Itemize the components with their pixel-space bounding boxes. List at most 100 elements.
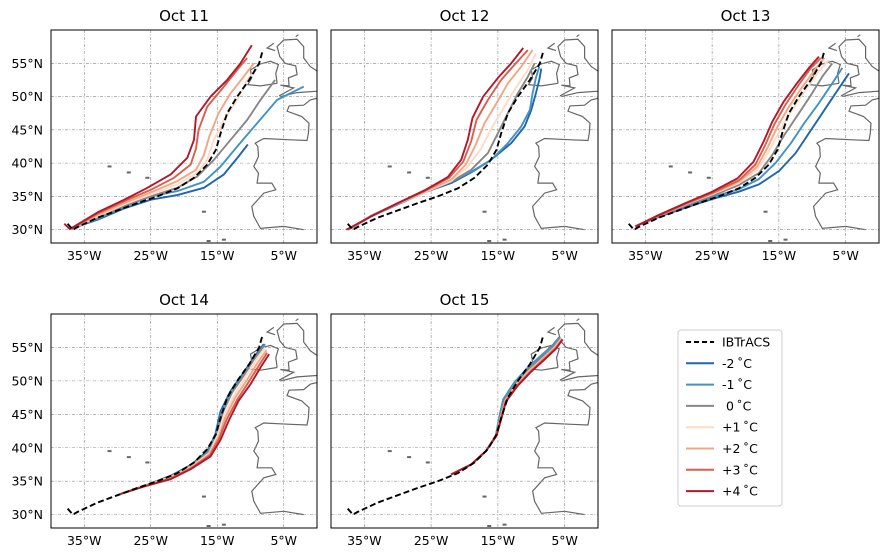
island	[201, 495, 206, 498]
coastline	[265, 326, 276, 336]
panel-title: Oct 14	[159, 291, 209, 309]
island	[668, 165, 673, 168]
coastline	[838, 38, 879, 98]
x-tick-label: 15°W	[200, 248, 235, 263]
coastline	[857, 34, 861, 38]
panel-frame	[330, 313, 599, 529]
panel-2: Oct 12 35°W 25°W 15°W 5°W	[330, 7, 599, 263]
coastline	[531, 97, 598, 231]
panel-plot-area	[51, 30, 317, 243]
track-line	[634, 55, 820, 228]
legend-label: +4 ˚C	[722, 484, 758, 499]
coastline	[527, 344, 561, 371]
x-tick-label: 5°W	[270, 248, 297, 263]
x-tick-label: 15°W	[481, 248, 516, 263]
x-tick-label: 35°W	[347, 533, 382, 548]
coastline	[546, 326, 557, 336]
panel-plot-area	[331, 30, 598, 243]
coastline	[557, 322, 598, 382]
island	[201, 210, 206, 213]
ibtracs-track-line	[66, 51, 264, 231]
track-line	[350, 66, 541, 229]
panel-plot-area	[612, 30, 879, 243]
island	[126, 456, 131, 459]
x-tick-label: 35°W	[347, 248, 382, 263]
island	[487, 524, 492, 527]
panel-1: Oct 11 35°W 25°W 15°W 5°W 30°N 35°N 40°N 45°N 50°…	[11, 7, 318, 263]
coastline	[557, 38, 598, 98]
x-tick-label: 5°W	[832, 248, 859, 263]
coastline	[265, 42, 276, 52]
island	[783, 238, 788, 241]
panel-title: Oct 12	[440, 7, 490, 25]
island	[126, 171, 131, 174]
track-line	[120, 346, 266, 495]
island	[107, 450, 112, 453]
island	[221, 238, 226, 241]
ibtracs-track-line	[346, 51, 545, 231]
x-tick-label: 35°W	[67, 533, 102, 548]
panel-plot-area	[331, 314, 598, 528]
y-tick-label: 30°N	[11, 507, 43, 522]
x-tick-label: 35°W	[67, 248, 102, 263]
island	[407, 171, 412, 174]
island	[502, 523, 507, 526]
island	[763, 210, 768, 213]
island	[425, 461, 430, 464]
ibtracs-track-line	[346, 335, 545, 516]
panel-title: Oct 13	[721, 7, 771, 25]
legend-label: -1 ˚C	[722, 377, 752, 392]
x-tick-label: 25°W	[133, 533, 168, 548]
x-tick-label: 25°W	[695, 248, 730, 263]
island	[482, 495, 487, 498]
track-line	[120, 343, 265, 495]
coastline	[295, 318, 299, 322]
y-tick-label: 50°N	[11, 89, 43, 104]
x-tick-label: 25°W	[414, 533, 449, 548]
panel-frame	[611, 29, 880, 244]
track-line	[635, 57, 822, 228]
ibtracs-track-line	[627, 51, 826, 231]
panel-frame	[50, 313, 318, 529]
x-tick-label: 5°W	[551, 248, 578, 263]
island	[502, 238, 507, 241]
legend-label: IBTrACS	[722, 335, 770, 350]
panel-frame	[50, 29, 318, 244]
x-tick-label: 15°W	[481, 533, 516, 548]
island	[487, 240, 492, 243]
legend-box	[677, 329, 783, 507]
panel-frame	[330, 29, 599, 244]
coastline	[812, 97, 879, 231]
panel-title: Oct 11	[159, 7, 209, 25]
x-tick-label: 15°W	[762, 248, 797, 263]
coastline	[251, 381, 317, 516]
y-tick-label: 45°N	[11, 122, 43, 137]
coastline	[531, 381, 598, 516]
track-line	[635, 62, 834, 228]
coastline	[576, 34, 580, 38]
island	[387, 165, 392, 168]
x-tick-label: 35°W	[628, 248, 663, 263]
legend: IBTrACS -2 ˚C -1 ˚C 0 ˚C +1 ˚C +2 ˚C +3 ˚C +4 …	[677, 329, 783, 507]
legend-label: -2 ˚C	[722, 356, 752, 371]
track-line	[348, 52, 537, 230]
track-line	[72, 62, 255, 230]
track-line	[120, 345, 265, 495]
y-tick-label: 45°N	[11, 407, 43, 422]
y-tick-label: 55°N	[11, 56, 43, 71]
track-line	[75, 79, 276, 228]
island	[706, 176, 711, 179]
island	[145, 461, 150, 464]
island	[407, 456, 412, 459]
panel-3: Oct 13 35°W 25°W 15°W 5°W	[611, 7, 880, 263]
coastline	[295, 34, 299, 38]
legend-label: 0 ˚C	[722, 398, 752, 413]
track-line	[63, 44, 253, 230]
y-tick-label: 30°N	[11, 222, 43, 237]
x-tick-label: 5°W	[270, 533, 297, 548]
panel-plot-area	[51, 314, 317, 528]
track-line	[73, 67, 258, 229]
island	[107, 165, 112, 168]
coastline	[546, 42, 557, 52]
